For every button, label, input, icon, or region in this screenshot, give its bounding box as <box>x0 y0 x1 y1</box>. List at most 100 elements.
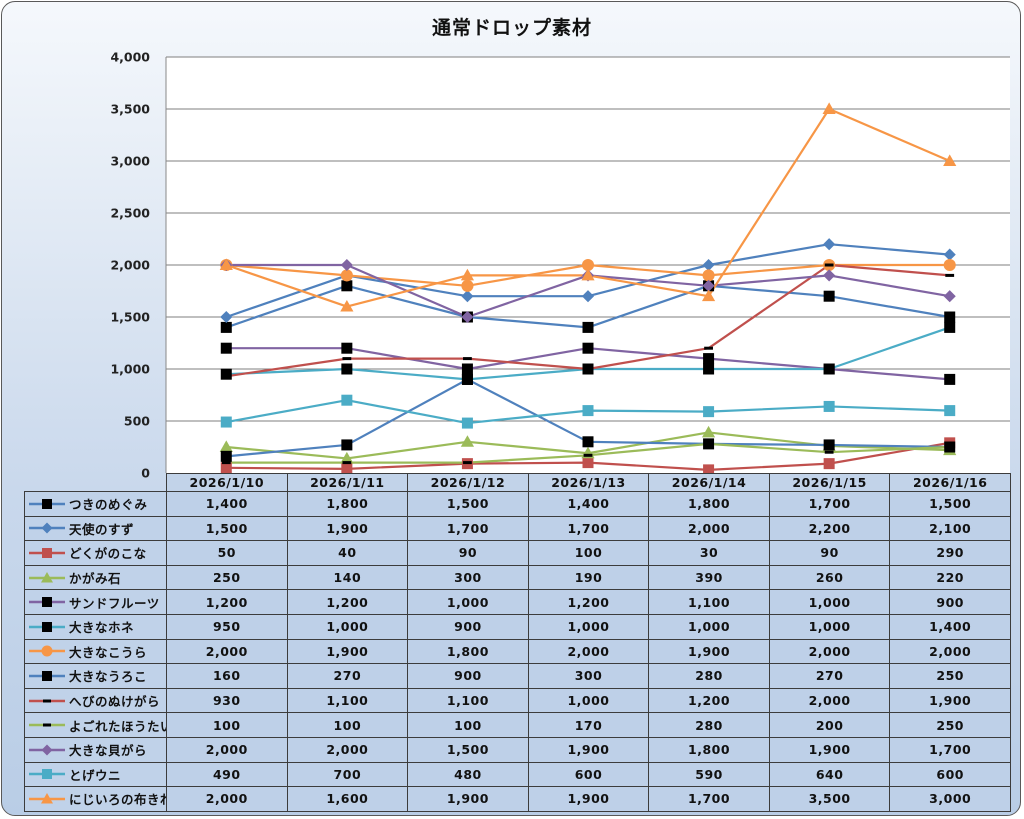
table-value-cell: 160 <box>166 663 288 689</box>
table-value-cell: 2,000 <box>166 638 288 665</box>
x-axis-category-label: 2026/1/13 <box>527 473 650 492</box>
table-value-cell: 600 <box>889 761 1011 788</box>
data-point <box>944 373 956 385</box>
table-value-cell: 1,100 <box>286 687 409 714</box>
data-point <box>341 394 353 406</box>
y-tick-label: 3,000 <box>110 154 150 169</box>
legend-marker-icon <box>29 498 65 509</box>
legend-label: へびのぬけがら <box>69 694 161 710</box>
table-value-cell: 1,900 <box>286 638 409 665</box>
y-tick-label: 500 <box>124 414 150 429</box>
legend-label: サンドフルーツ <box>69 595 160 611</box>
legend-marker-icon <box>29 597 65 608</box>
table-value-cell: 1,700 <box>527 515 650 542</box>
data-point <box>219 440 233 452</box>
data-point <box>582 342 594 354</box>
table-value-cell: 1,900 <box>407 786 529 812</box>
table-value-cell: 1,500 <box>166 515 288 542</box>
data-point <box>219 258 233 270</box>
data-point <box>943 154 957 166</box>
data-point <box>701 289 716 302</box>
data-point <box>704 442 713 446</box>
table-value-cell: 1,000 <box>768 589 891 615</box>
data-point <box>461 373 473 385</box>
table-value-cell: 1,900 <box>527 737 650 763</box>
data-point <box>944 311 956 323</box>
data-point <box>340 451 354 464</box>
data-point <box>702 269 715 282</box>
table-value-cell: 280 <box>648 663 770 689</box>
data-point <box>461 310 474 324</box>
legend-entry: サンドフルーツ <box>24 589 167 615</box>
legend-marker-icon <box>29 723 65 727</box>
table-value-cell: 1,200 <box>286 589 409 615</box>
table-value-cell: 600 <box>527 761 650 788</box>
table-value-cell: 190 <box>527 564 650 591</box>
data-point <box>943 290 956 303</box>
data-point <box>943 248 956 261</box>
x-axis-category-label: 2026/1/16 <box>889 473 1011 492</box>
table-value-cell: 2,000 <box>166 786 288 812</box>
table-value-cell: 1,500 <box>889 491 1011 517</box>
legend-entry: 大きなホネ <box>24 614 167 640</box>
table-value-cell: 290 <box>889 540 1011 566</box>
y-tick-label: 2,000 <box>110 258 150 273</box>
x-axis-category-label: 2026/1/15 <box>768 473 891 492</box>
data-point <box>823 400 835 412</box>
table-value-cell: 90 <box>407 540 529 566</box>
table-value-cell: 1,000 <box>527 614 650 640</box>
data-point <box>220 321 232 333</box>
legend-marker-icon <box>29 522 65 534</box>
legend-entry: へびのぬけがら <box>24 687 167 714</box>
data-point <box>581 258 595 272</box>
data-point <box>823 269 836 282</box>
data-point <box>220 342 232 354</box>
table-value-cell: 1,000 <box>407 589 529 615</box>
data-point <box>823 363 835 375</box>
legend-label: かがみ石 <box>69 571 122 587</box>
data-point <box>220 462 232 474</box>
table-value-cell: 1,500 <box>407 491 529 517</box>
data-point <box>581 290 595 303</box>
data-point <box>701 425 716 438</box>
data-point <box>341 363 353 375</box>
data-point <box>582 321 594 333</box>
table-value-cell: 1,900 <box>889 687 1011 714</box>
data-point <box>944 405 956 417</box>
table-value-cell: 1,600 <box>286 786 409 812</box>
legend-label: どくがのこな <box>69 546 147 562</box>
legend-label: にじいろの布きれ <box>69 792 174 808</box>
table-value-cell: 1,400 <box>889 614 1011 640</box>
table-value-cell: 1,100 <box>407 687 529 714</box>
table-value-cell: 50 <box>166 540 288 566</box>
data-point <box>581 268 595 281</box>
table-value-cell: 2,000 <box>768 638 891 665</box>
data-point <box>823 439 835 451</box>
table-value-cell: 1,900 <box>527 786 650 812</box>
table-value-cell: 1,900 <box>648 638 770 665</box>
table-value-cell: 1,800 <box>407 638 529 665</box>
table-value-cell: 1,800 <box>286 491 409 517</box>
table-value-cell: 2,200 <box>768 515 891 542</box>
table-value-cell: 100 <box>407 712 529 738</box>
table-value-cell: 2,000 <box>286 737 409 763</box>
table-value-cell: 390 <box>648 564 770 591</box>
data-point <box>582 436 594 448</box>
y-tick-label: 1,500 <box>110 310 150 325</box>
table-value-cell: 1,000 <box>648 614 770 640</box>
data-point <box>824 450 834 454</box>
legend-marker-icon <box>29 769 65 780</box>
data-point <box>823 458 835 470</box>
table-value-cell: 1,200 <box>166 589 288 615</box>
table-value-cell: 1,000 <box>768 614 891 640</box>
data-point <box>703 464 715 476</box>
table-value-cell: 300 <box>527 663 650 689</box>
data-point <box>341 439 353 451</box>
table-value-cell: 220 <box>889 564 1011 591</box>
legend-marker-icon <box>29 792 65 804</box>
data-point <box>341 342 353 354</box>
table-value-cell: 250 <box>889 712 1011 738</box>
data-point <box>340 258 353 272</box>
data-point <box>463 461 472 465</box>
legend-marker-icon <box>29 699 65 703</box>
